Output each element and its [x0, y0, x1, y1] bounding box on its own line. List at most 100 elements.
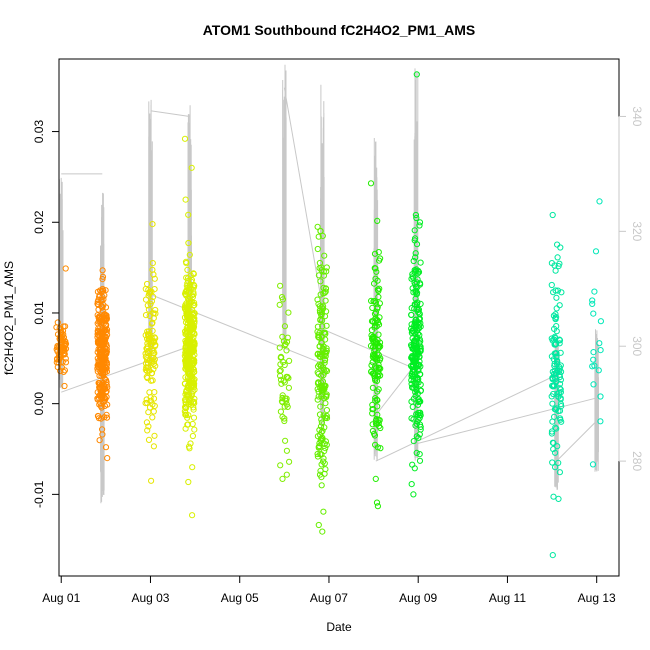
data-point — [557, 389, 565, 396]
data-point — [557, 362, 564, 369]
data-point — [314, 453, 321, 460]
data-point — [151, 432, 158, 439]
data-point — [549, 459, 556, 466]
data-point — [321, 252, 328, 259]
x-axis: Aug 01 Aug 03 Aug 05 Aug 07 Aug 09 Aug 11 Aug … — [42, 575, 616, 605]
data-point — [279, 395, 286, 402]
data-point — [367, 342, 375, 349]
data-point — [185, 289, 192, 296]
series-8 — [548, 211, 565, 559]
data-point — [318, 429, 325, 436]
data-point — [318, 339, 325, 347]
data-point — [286, 458, 293, 465]
data-point — [315, 521, 322, 529]
data-point — [144, 360, 152, 367]
data-point — [102, 389, 110, 396]
data-point — [182, 337, 189, 344]
data-point — [322, 445, 329, 452]
data-point — [552, 287, 559, 294]
data-point — [191, 395, 198, 402]
series-5 — [314, 223, 331, 535]
data-point — [145, 347, 152, 355]
data-point — [183, 363, 190, 371]
y-axis: -0.01 0.00 0.01 0.02 0.03 — [32, 120, 60, 508]
data-point — [100, 398, 107, 405]
data-point — [414, 299, 421, 306]
data-point — [408, 275, 415, 282]
data-point — [590, 349, 597, 356]
data-point — [184, 421, 191, 428]
data-point — [315, 233, 322, 240]
data-point — [96, 437, 103, 444]
data-point — [314, 396, 321, 403]
data-points — [53, 71, 605, 559]
data-point — [367, 180, 375, 187]
y-tick-label: 0.03 — [32, 120, 46, 144]
data-point — [143, 419, 150, 426]
data-point — [556, 469, 564, 476]
secondary-connector-7 — [375, 374, 557, 462]
data-point — [369, 384, 376, 391]
data-point — [413, 306, 420, 313]
data-point — [553, 354, 560, 361]
data-point — [554, 287, 562, 294]
data-point — [549, 439, 557, 446]
data-point — [416, 457, 424, 464]
data-point — [370, 406, 377, 413]
data-point — [98, 404, 105, 411]
data-point — [323, 349, 330, 356]
data-point — [551, 413, 558, 420]
data-point — [143, 373, 150, 380]
data-point — [190, 345, 197, 352]
data-point — [549, 552, 556, 559]
data-point — [375, 386, 382, 393]
data-point — [62, 355, 69, 362]
data-point — [281, 415, 288, 422]
x-tick-label: Aug 09 — [399, 591, 437, 605]
data-point — [283, 447, 290, 454]
data-point — [551, 333, 558, 340]
data-point — [314, 328, 321, 335]
data-point — [281, 323, 288, 330]
data-point — [375, 364, 382, 371]
data-point — [557, 376, 565, 383]
data-point — [190, 325, 197, 332]
data-point — [377, 424, 384, 432]
series-6 — [367, 180, 384, 510]
data-point — [285, 375, 292, 382]
data-point — [373, 396, 380, 403]
data-point — [316, 309, 324, 316]
y-tick-label: 0.02 — [32, 210, 46, 234]
data-point — [318, 482, 325, 489]
data-point — [189, 432, 196, 440]
data-point — [182, 328, 189, 335]
data-point — [99, 354, 107, 361]
secondary-spike-4 — [282, 64, 287, 346]
data-point — [286, 357, 293, 364]
data-point — [556, 302, 563, 309]
data-point — [190, 302, 197, 309]
data-point — [412, 250, 419, 257]
data-point — [554, 390, 561, 397]
data-point — [285, 309, 292, 316]
data-point — [369, 427, 376, 435]
data-point — [99, 342, 106, 349]
data-point — [556, 340, 563, 347]
data-point — [413, 449, 420, 456]
data-point — [98, 302, 105, 310]
data-point — [322, 297, 329, 304]
data-point — [550, 493, 557, 500]
data-point — [595, 367, 602, 374]
data-point — [320, 458, 327, 465]
data-point — [187, 440, 194, 447]
data-point — [142, 296, 150, 303]
data-point — [548, 281, 555, 289]
data-point — [377, 372, 384, 379]
y-tick-label: 0.00 — [32, 392, 46, 416]
data-point — [102, 444, 110, 451]
data-point — [318, 383, 325, 391]
data-point — [279, 392, 286, 399]
data-point — [417, 300, 424, 307]
data-point — [318, 419, 325, 426]
data-point — [62, 359, 70, 366]
